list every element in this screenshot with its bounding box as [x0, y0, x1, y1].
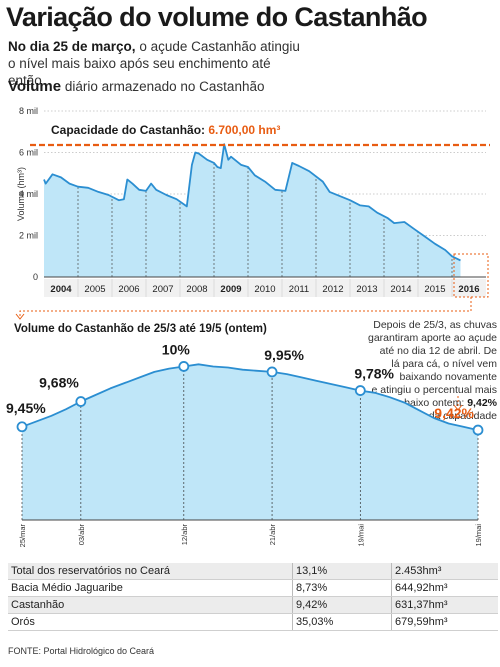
subtitle: No dia 25 de março, o açude Castanhão at… — [8, 38, 308, 89]
row-name-cell: Castanhão — [8, 596, 293, 614]
x-tick-label: 12/abr — [180, 524, 189, 546]
data-point-label: 9,42% — [434, 405, 474, 421]
row-percent-cell: 8,73% — [292, 579, 392, 597]
table-row: Castanhão 9,42% 631,37hm³ — [8, 596, 498, 614]
x-tick-label: 2004 — [50, 284, 72, 295]
note-line: baixando novamente — [399, 371, 498, 383]
x-tick-label: 2005 — [84, 284, 105, 295]
x-tick-label: 19/mai — [356, 524, 365, 547]
percent-line — [21, 363, 479, 431]
row-name-cell: Orós — [8, 613, 293, 631]
note-line: da capacidade — [428, 410, 497, 422]
data-point-label: 9,45% — [6, 400, 46, 416]
capacity-label-bg — [48, 122, 270, 138]
row-name-cell: Bacia Médio Jaguaribe — [8, 579, 293, 597]
data-point-marker — [266, 366, 278, 378]
note-line: Depois de 25/3, as chuvas — [373, 319, 497, 331]
chart1-label-bold: Volume — [8, 78, 62, 95]
volume-chart: 0 2 mil 4 mil 6 mil 8 mil Volume (hm³) Capacid… — [15, 106, 490, 320]
data-point-marker — [472, 424, 484, 436]
page-title: Variação do volume do Castanhão — [6, 2, 428, 32]
x-tick-label: 2015 — [424, 284, 445, 295]
note-arrow-head — [453, 404, 463, 411]
data-point-marker — [16, 421, 28, 433]
capacity-value: 6.700,00 hm³ — [208, 123, 280, 137]
data-point-label: 10% — [162, 341, 191, 357]
note-line: e atingiu o percentual mais — [371, 384, 498, 396]
x-tick-label: 2007 — [152, 284, 173, 295]
data-point-label: 9,78% — [354, 366, 394, 382]
table-row: Bacia Médio Jaguaribe 8,73% 644,92hm³ — [8, 579, 498, 597]
row-percent-cell: 9,42% — [292, 596, 392, 614]
data-point-marker — [354, 385, 366, 396]
data-point-marker — [75, 396, 87, 407]
row-percent-cell: 13,1% — [292, 563, 392, 580]
row-percent-cell: 35,03% — [292, 613, 392, 631]
row-volume-cell: 644,92hm³ — [391, 579, 498, 597]
note-line: até no dia 12 de abril. De — [379, 345, 497, 357]
table-row: Total dos reservatórios no Ceará 13,1% 2.4… — [8, 563, 498, 580]
chart2-title: Volume do Castanhão de 25/3 até 19/5 (on… — [14, 323, 267, 335]
chart1-label: Volume diário armazenado no Castanhão — [8, 78, 264, 95]
y-tick-label: 0 — [33, 272, 38, 282]
x-tick-label: 2006 — [118, 284, 139, 295]
capacity-label: Capacidade do Castanhão: 6.700,00 hm³ — [51, 123, 280, 137]
x-tick-label: 2008 — [186, 284, 207, 295]
x-tick-label: 2014 — [390, 284, 411, 295]
chart1-label-text: diário armazenado no Castanhão — [64, 79, 265, 94]
data-point-label: 9,95% — [264, 347, 304, 363]
note-line: baixo ontem: — [404, 397, 468, 409]
x-tick-label: 2011 — [289, 284, 309, 295]
x-tick-label: 2016 — [458, 284, 479, 295]
reservoir-table: Total dos reservatórios no Ceará 13,1% 2.4… — [8, 563, 498, 631]
y-axis-label: Volume (hm³) — [16, 167, 26, 221]
x-tick-label: 19/mai — [474, 524, 483, 547]
x-tick-label: 25/mar — [18, 523, 27, 547]
x-tick-label: 2013 — [356, 284, 377, 295]
subtitle-text: o açude Castanhão atingiu o nível mais b… — [8, 39, 300, 88]
y-tick-label: 6 mil — [19, 148, 38, 158]
source-note: FONTE: Portal Hidrológico do Ceará — [8, 646, 155, 656]
subtitle-bold: No dia 25 de março, — [8, 39, 136, 54]
x-tick-label: 03/abr — [77, 524, 86, 546]
table-row: Orós 35,03% 679,59hm³ — [8, 613, 498, 631]
y-tick-label: 4 mil — [19, 189, 38, 199]
connector-arrow — [15, 313, 25, 320]
note-line: lá para cá, o nível vem — [391, 358, 497, 370]
row-volume-cell: 679,59hm³ — [391, 613, 498, 631]
data-point-marker — [178, 361, 190, 372]
x-tick-label: 2012 — [322, 284, 343, 295]
row-name-cell: Total dos reservatórios no Ceará — [8, 563, 293, 580]
percent-chart: 9,45% 9,68% 10% 9,95% 9,78% 9,42% 25/mar 03/abr… — [6, 341, 484, 547]
row-volume-cell: 2.453hm³ — [391, 563, 498, 580]
note-line: garantiram aporte ao açude — [368, 332, 497, 344]
x-tick-label: 2009 — [220, 284, 241, 295]
x-tick-label: 21/abr — [268, 524, 277, 546]
note-value: 9,42% — [467, 397, 497, 409]
data-point-label: 9,68% — [39, 375, 79, 391]
y-tick-label: 8 mil — [19, 106, 38, 116]
annotation-note: Depois de 25/3, as chuvas garantiram apor… — [355, 319, 497, 423]
volume-area — [44, 144, 461, 277]
x-tick-label: 2010 — [254, 284, 275, 295]
x-axis-band — [44, 279, 486, 297]
y-tick-label: 2 mil — [19, 231, 38, 241]
row-volume-cell: 631,37hm³ — [391, 596, 498, 614]
percent-area — [22, 364, 478, 520]
